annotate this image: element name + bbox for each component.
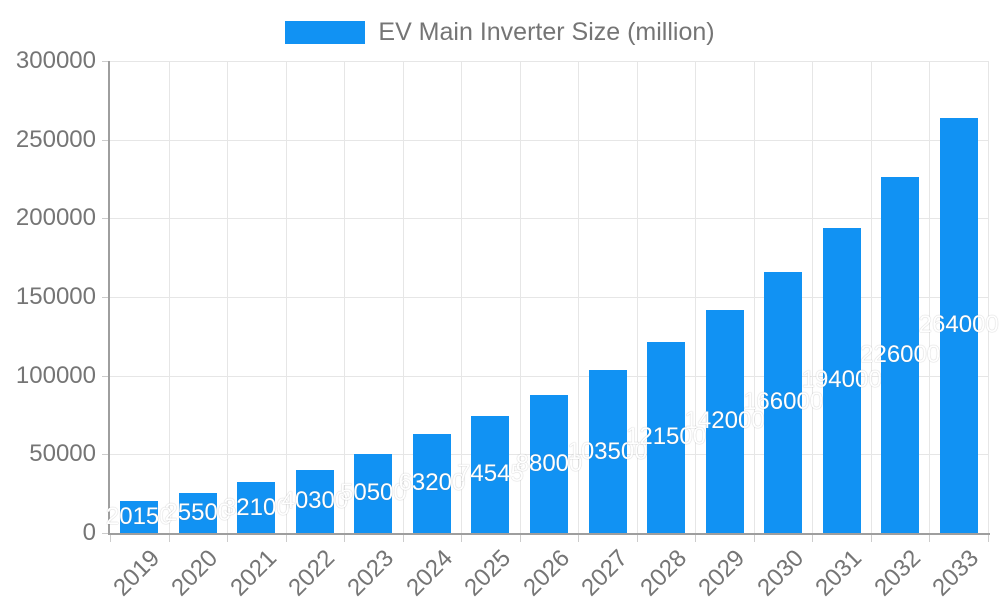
x-axis-line — [108, 533, 990, 535]
y-axis-tick — [102, 140, 110, 141]
x-gridline — [403, 61, 404, 533]
y-axis-tick-label: 200000 — [15, 204, 96, 231]
y-axis-tick-label: 300000 — [15, 47, 96, 74]
y-gridline — [110, 376, 988, 377]
y-axis-line — [108, 61, 110, 533]
y-axis-tick-label: 0 — [82, 519, 96, 546]
x-gridline — [344, 61, 345, 533]
x-axis-label: 2025 — [459, 544, 517, 600]
y-axis-tick — [102, 533, 110, 534]
x-axis-label: 2029 — [693, 544, 751, 600]
x-axis-tick — [871, 533, 872, 542]
x-axis-tick — [461, 533, 462, 542]
y-axis-tick — [102, 218, 110, 219]
x-axis-tick — [929, 533, 930, 542]
x-axis-label: 2020 — [166, 544, 224, 600]
y-axis-tick — [102, 297, 110, 298]
y-axis-tick-label: 250000 — [15, 126, 96, 153]
x-axis-label: 2024 — [400, 544, 458, 600]
x-gridline — [812, 61, 813, 533]
legend-swatch — [285, 20, 366, 44]
x-gridline — [461, 61, 462, 533]
x-axis-tick — [754, 533, 755, 542]
x-axis-label: 2032 — [869, 544, 926, 600]
y-gridline — [110, 61, 988, 62]
legend: EV Main Inverter Size (million) — [0, 14, 1000, 50]
x-gridline — [695, 61, 696, 533]
y-axis-tick-label: 150000 — [15, 283, 96, 310]
bar[interactable] — [705, 309, 744, 533]
y-axis-tick — [102, 376, 110, 377]
bar[interactable] — [530, 394, 568, 533]
bar[interactable] — [354, 453, 393, 533]
y-gridline — [110, 218, 988, 219]
x-gridline — [929, 61, 930, 533]
bar[interactable] — [588, 370, 627, 533]
x-axis-tick — [695, 533, 696, 542]
x-axis-label: 2021 — [225, 544, 283, 600]
x-axis-label: 2028 — [634, 544, 692, 600]
x-gridline — [286, 61, 287, 533]
x-gridline — [754, 61, 755, 533]
bar[interactable] — [822, 227, 861, 533]
y-axis-tick-label: 100000 — [15, 362, 96, 389]
x-axis-tick — [812, 533, 813, 542]
x-axis-tick — [637, 533, 638, 542]
x-gridline — [637, 61, 638, 533]
x-axis-label: 2023 — [342, 544, 400, 600]
x-axis-tick — [988, 533, 989, 542]
x-gridline — [520, 61, 521, 533]
x-axis-tick — [169, 533, 170, 542]
x-axis-label: 2022 — [283, 544, 341, 600]
y-axis-tick — [102, 61, 110, 62]
y-gridline — [110, 297, 988, 298]
x-axis-tick — [344, 533, 345, 542]
x-axis-label: 2030 — [751, 544, 809, 600]
bar[interactable] — [237, 482, 276, 533]
x-gridline — [227, 61, 228, 533]
x-gridline — [169, 61, 170, 533]
x-gridline — [871, 61, 872, 533]
bar[interactable] — [881, 177, 920, 533]
bar[interactable] — [939, 117, 978, 533]
bar[interactable] — [120, 501, 159, 533]
x-axis-tick — [286, 533, 287, 542]
y-axis-tick — [102, 454, 110, 455]
x-axis-tick — [403, 533, 404, 542]
x-axis-tick — [110, 533, 111, 542]
bar[interactable] — [178, 492, 217, 533]
y-axis-tick-label: 50000 — [29, 440, 96, 467]
x-axis-label: 2026 — [517, 544, 575, 600]
x-axis-label: 2033 — [927, 544, 985, 600]
bar[interactable] — [764, 271, 803, 533]
bar[interactable] — [647, 341, 686, 533]
bar[interactable] — [412, 433, 451, 533]
bar[interactable] — [295, 469, 334, 533]
x-axis-tick — [578, 533, 579, 542]
x-axis-tick — [227, 533, 228, 542]
x-axis-tick — [520, 533, 521, 542]
x-axis-label: 2019 — [108, 544, 165, 600]
legend-label: EV Main Inverter Size (million) — [378, 17, 715, 46]
x-gridline — [578, 61, 579, 533]
x-axis-label: 2031 — [810, 544, 868, 600]
bar[interactable] — [471, 415, 510, 533]
y-gridline — [110, 140, 988, 141]
x-gridline — [988, 61, 989, 533]
x-axis-label: 2027 — [576, 544, 634, 600]
